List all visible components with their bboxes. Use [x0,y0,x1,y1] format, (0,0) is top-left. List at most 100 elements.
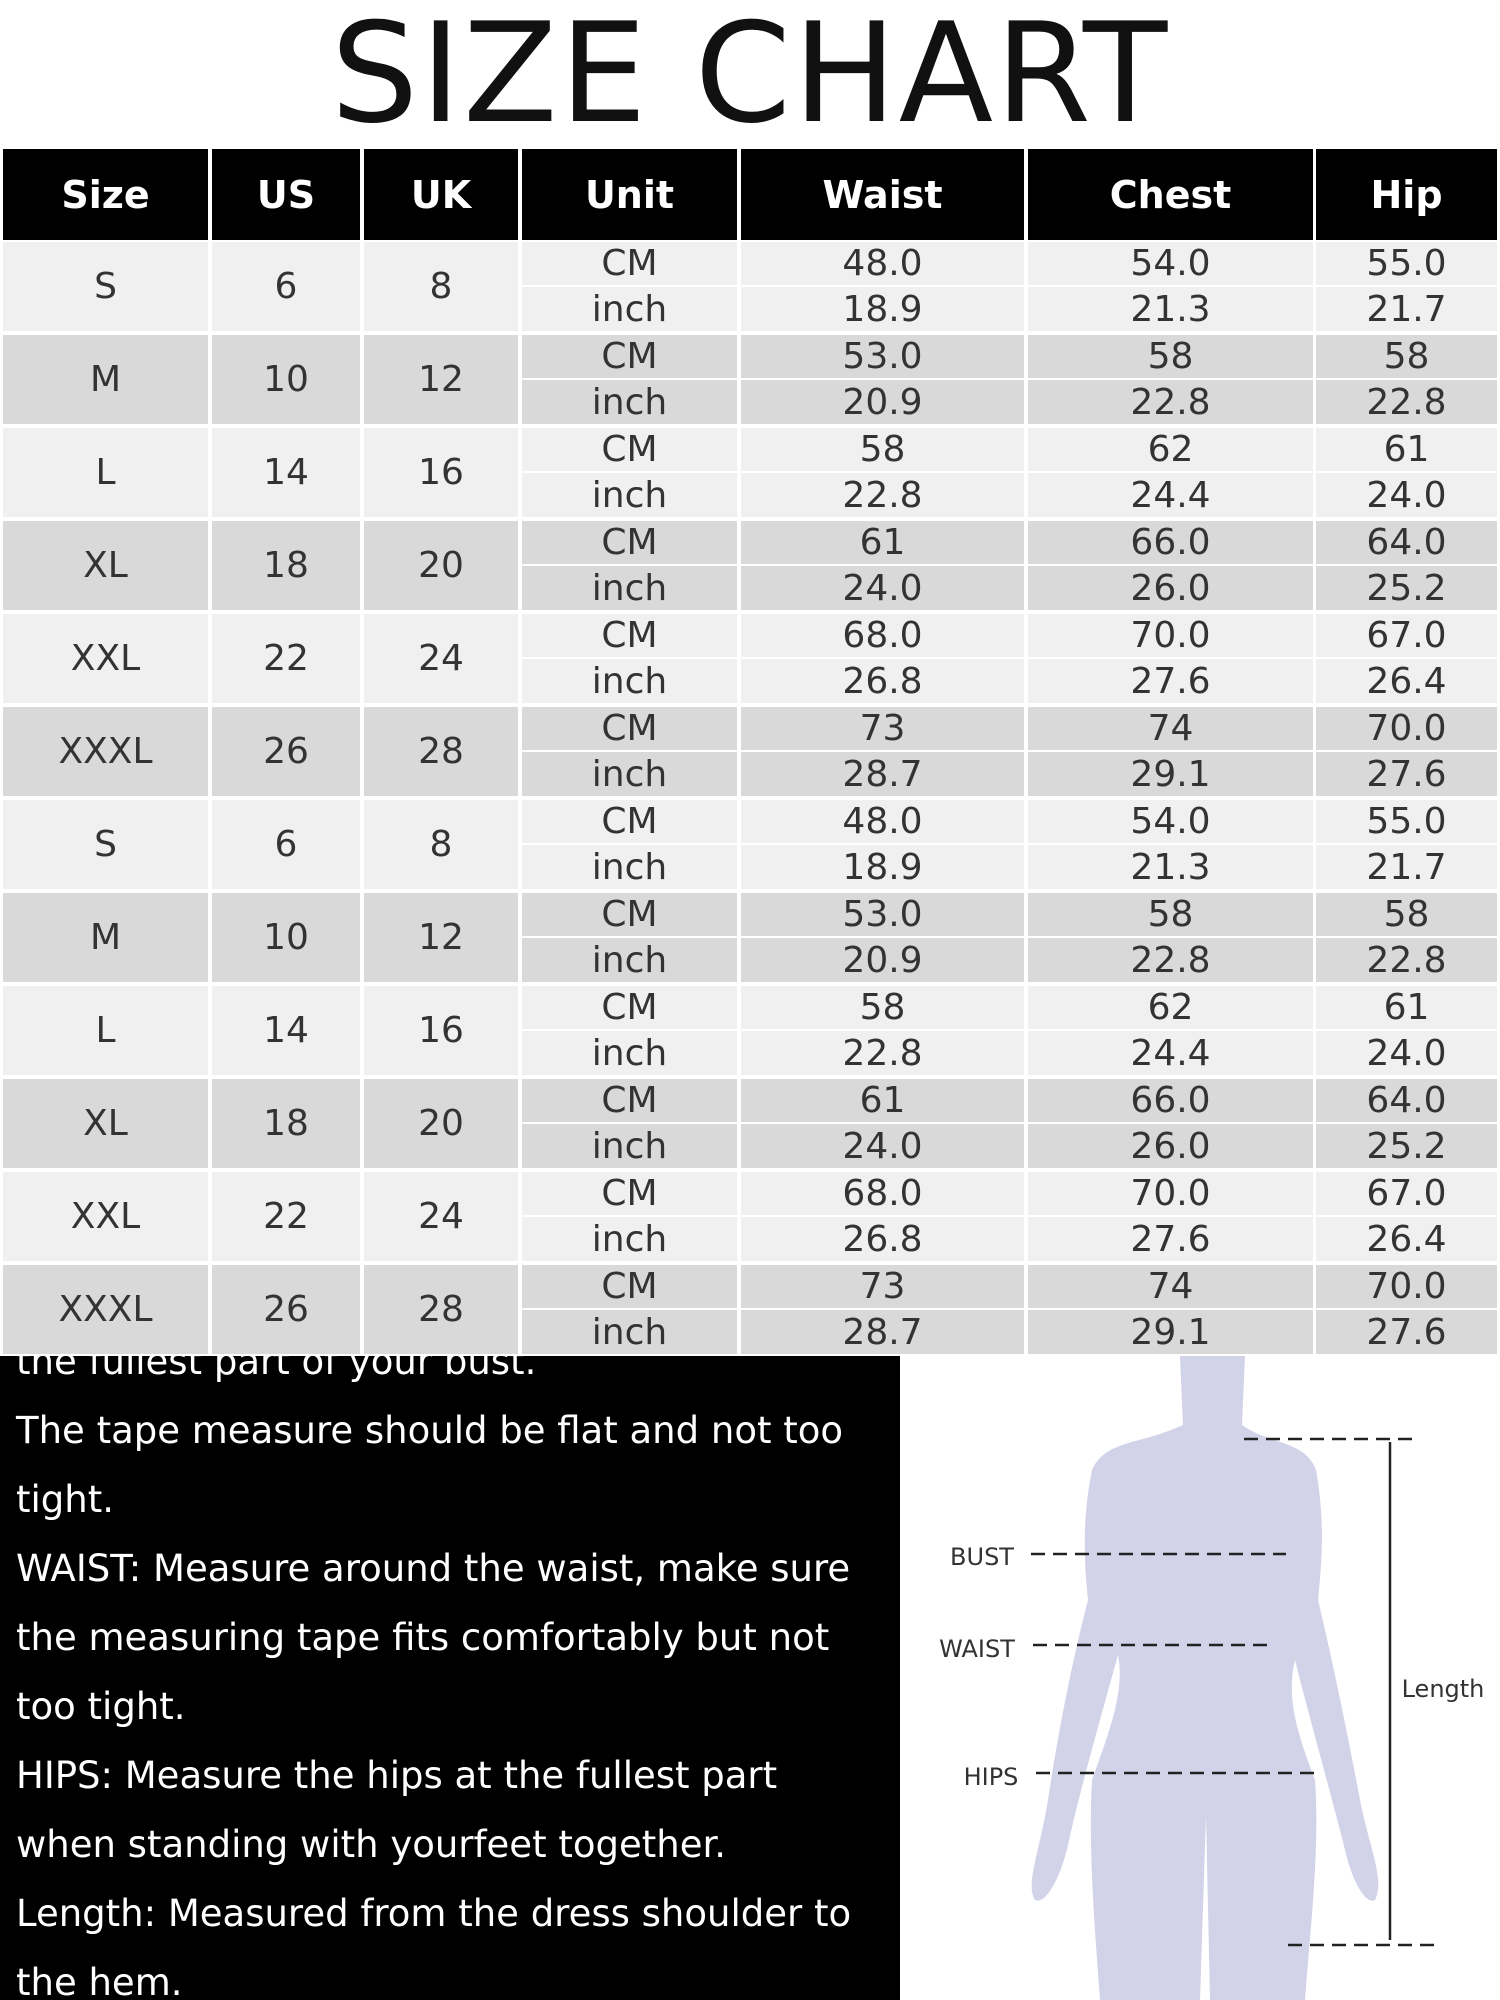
uk-cell: 20 [364,521,518,610]
size-cell: S [3,800,208,889]
value-cell: 28.7 [741,752,1024,796]
value-cell: 21.7 [1316,845,1497,889]
value-cell: 21.3 [1028,845,1313,889]
value-cell: 27.6 [1316,1310,1497,1354]
value-cell: 25.2 [1316,566,1497,610]
value-cell: 62 [1028,428,1313,471]
instruction-line: HIPS: Measure the hips at the fullest pa… [16,1754,778,1797]
value-cell: 26.4 [1316,1217,1497,1261]
value-cell: 26.0 [1028,1124,1313,1168]
value-cell: 22.8 [1316,938,1497,982]
value-cell: 18.9 [741,845,1024,889]
unit-cell: CM [522,707,737,750]
value-cell: 24.4 [1028,473,1313,517]
header-cell: UK [364,149,518,240]
value-cell: 61 [741,1079,1024,1122]
value-cell: 25.2 [1316,1124,1497,1168]
value-cell: 67.0 [1316,614,1497,657]
value-cell: 48.0 [741,800,1024,843]
hips-label: HIPS [964,1763,1019,1791]
unit-cell: CM [522,428,737,471]
value-cell: 53.0 [741,893,1024,936]
length-label: Length [1402,1675,1485,1703]
value-cell: 58 [1316,335,1497,378]
header-cell: Size [3,149,208,240]
value-cell: 55.0 [1316,800,1497,843]
value-cell: 21.3 [1028,287,1313,331]
value-cell: 55.0 [1316,242,1497,285]
value-cell: 73 [741,1265,1024,1308]
us-cell: 22 [212,1172,360,1261]
us-cell: 14 [212,986,360,1075]
value-cell: 61 [741,521,1024,564]
unit-cell: CM [522,1172,737,1215]
unit-cell: CM [522,521,737,564]
value-cell: 58 [1316,893,1497,936]
us-cell: 26 [212,1265,360,1354]
waist-label: WAIST [939,1635,1015,1663]
value-cell: 68.0 [741,614,1024,657]
instruction-line: tight. [16,1478,114,1521]
instruction-line: WAIST: Measure around the waist, make su… [16,1547,851,1590]
value-cell: 22.8 [1316,380,1497,424]
header-cell: Waist [741,149,1024,240]
uk-cell: 16 [364,428,518,517]
value-cell: 58 [1028,893,1313,936]
instruction-line: when standing with yourfeet together. [16,1823,727,1866]
uk-cell: 24 [364,614,518,703]
value-cell: 54.0 [1028,800,1313,843]
value-cell: 66.0 [1028,521,1313,564]
unit-cell: inch [522,1217,737,1261]
uk-cell: 12 [364,335,518,424]
header-cell: Unit [522,149,737,240]
instruction-line: the hem. [16,1961,183,2000]
unit-cell: inch [522,1310,737,1354]
value-cell: 54.0 [1028,242,1313,285]
size-cell: XXXL [3,1265,208,1354]
value-cell: 66.0 [1028,1079,1313,1122]
us-cell: 26 [212,707,360,796]
value-cell: 21.7 [1316,287,1497,331]
value-cell: 58 [741,428,1024,471]
unit-cell: inch [522,1124,737,1168]
us-cell: 18 [212,521,360,610]
value-cell: 26.8 [741,1217,1024,1261]
unit-cell: inch [522,380,737,424]
unit-cell: CM [522,800,737,843]
value-cell: 62 [1028,986,1313,1029]
unit-cell: inch [522,845,737,889]
value-cell: 24.0 [1316,473,1497,517]
value-cell: 22.8 [741,1031,1024,1075]
value-cell: 22.8 [1028,380,1313,424]
size-cell: XL [3,1079,208,1168]
value-cell: 24.0 [741,1124,1024,1168]
unit-cell: CM [522,893,737,936]
value-cell: 73 [741,707,1024,750]
unit-cell: inch [522,1031,737,1075]
us-cell: 14 [212,428,360,517]
value-cell: 68.0 [741,1172,1024,1215]
uk-cell: 28 [364,1265,518,1354]
value-cell: 70.0 [1028,614,1313,657]
header-cell: Chest [1028,149,1313,240]
value-cell: 26.4 [1316,659,1497,703]
value-cell: 61 [1316,428,1497,471]
value-cell: 20.9 [741,380,1024,424]
value-cell: 22.8 [741,473,1024,517]
value-cell: 27.6 [1028,1217,1313,1261]
value-cell: 22.8 [1028,938,1313,982]
value-cell: 24.4 [1028,1031,1313,1075]
us-cell: 22 [212,614,360,703]
value-cell: 58 [741,986,1024,1029]
value-cell: 70.0 [1316,707,1497,750]
value-cell: 64.0 [1316,521,1497,564]
size-cell: XXXL [3,707,208,796]
value-cell: 53.0 [741,335,1024,378]
unit-cell: CM [522,242,737,285]
value-cell: 24.0 [741,566,1024,610]
unit-cell: CM [522,986,737,1029]
uk-cell: 8 [364,242,518,331]
size-cell: XXL [3,614,208,703]
value-cell: 24.0 [1316,1031,1497,1075]
